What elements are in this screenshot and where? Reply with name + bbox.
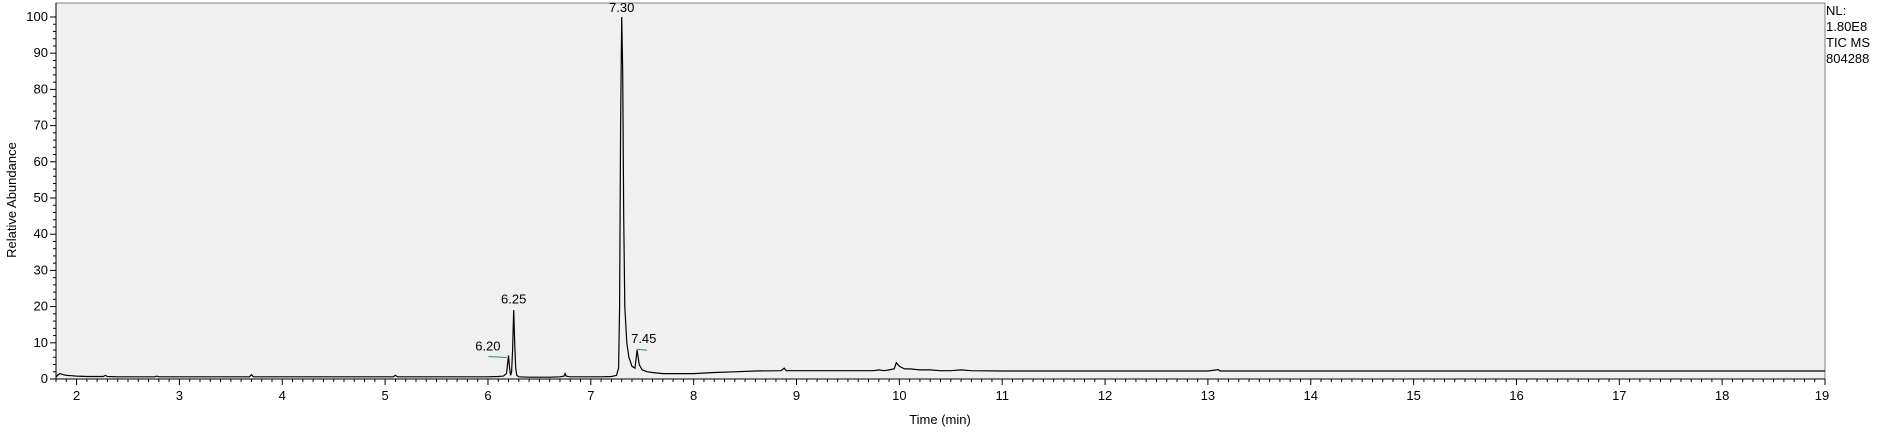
x-tick-label: 2: [73, 388, 80, 403]
y-tick-label: 90: [34, 45, 48, 60]
y-tick-label: 40: [34, 226, 48, 241]
y-tick-label: 0: [41, 371, 48, 386]
x-tick-label: 8: [690, 388, 697, 403]
x-tick-label: 11: [995, 388, 1009, 403]
peak-label: 6.25: [501, 291, 526, 306]
peak-baseline-marker: [488, 355, 507, 358]
peak-label: 7.45: [631, 331, 656, 346]
x-tick-label: 14: [1304, 388, 1318, 403]
tic-trace-line: [55, 16, 1825, 378]
nl-value: 1.80E8: [1826, 19, 1868, 34]
x-tick-label: 4: [279, 388, 286, 403]
y-tick-label: 80: [34, 81, 48, 96]
peak-baseline-marker: [637, 348, 648, 351]
x-tick-label: 17: [1612, 388, 1626, 403]
x-tick-label: 9: [793, 388, 800, 403]
x-tick-label: 12: [1098, 388, 1112, 403]
file-id: 804288: [1826, 51, 1870, 66]
x-tick-label: 6: [484, 388, 491, 403]
y-tick-label: 70: [34, 118, 48, 133]
y-tick-label: 30: [34, 262, 48, 277]
x-tick-label: 16: [1509, 388, 1523, 403]
x-tick-label: 5: [381, 388, 388, 403]
x-tick-label: 13: [1201, 388, 1215, 403]
x-axis-title: Time (min): [909, 412, 971, 427]
plot-area: [55, 2, 1826, 380]
y-tick-label: 20: [34, 299, 48, 314]
x-tick-label: 10: [892, 388, 906, 403]
y-tick-label: 100: [26, 9, 48, 24]
normalization-info: NL: 1.80E8 TIC MS 804288: [1826, 3, 1870, 67]
scan-type: TIC MS: [1826, 35, 1871, 50]
peak-label: 7.30: [609, 0, 634, 15]
nl-label: NL:: [1826, 3, 1847, 18]
y-tick-label: 60: [34, 154, 48, 169]
x-tick-label: 18: [1715, 388, 1729, 403]
y-axis-title: Relative Abundance: [4, 142, 19, 258]
y-tick-label: 50: [34, 190, 48, 205]
x-tick-label: 19: [1815, 388, 1829, 403]
x-tick-label: 3: [176, 388, 183, 403]
y-tick-label: 10: [34, 335, 48, 350]
x-tick-label: 15: [1406, 388, 1420, 403]
x-tick-label: 7: [587, 388, 594, 403]
peak-label: 6.20: [475, 338, 500, 353]
